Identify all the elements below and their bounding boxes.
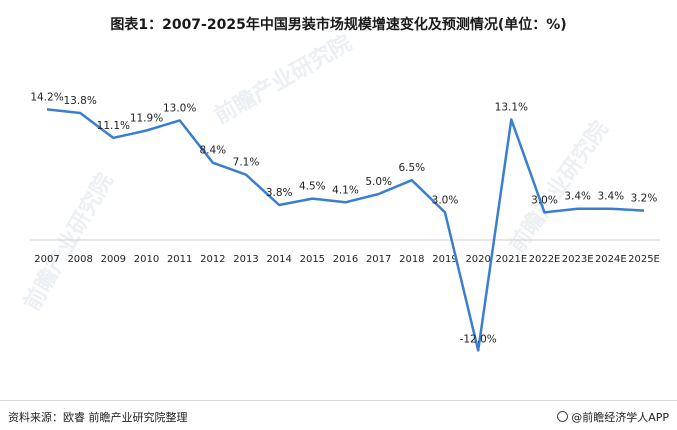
footer: 资料来源：欧睿 前瞻产业研究院整理 @前瞻经济学人APP — [0, 400, 677, 430]
x-tick-label: 2011 — [167, 254, 192, 265]
data-label: 3.4% — [597, 191, 624, 203]
series-line — [46, 108, 645, 352]
data-label: 13.8% — [63, 95, 96, 107]
data-label: 4.5% — [299, 181, 326, 193]
data-labels: 14.2% 13.8% 11.1%11.9%13.0% 8.4% 7.1% 3.8% 4.5… — [30, 91, 657, 345]
x-tick-label: 2009 — [101, 254, 126, 265]
x-tick-label: 2013 — [233, 254, 258, 265]
data-label: 13.1% — [495, 101, 528, 113]
x-tick-label: 2015 — [300, 254, 325, 265]
data-label: 5.0% — [365, 176, 392, 188]
x-tick-label: 2019 — [432, 254, 457, 265]
data-label: 3.0% — [432, 194, 459, 206]
chart-title: 图表1：2007-2025年中国男装市场规模增速变化及预测情况(单位：%) — [110, 17, 567, 33]
x-tick-label: 2010 — [134, 254, 159, 265]
data-label: 3.4% — [564, 191, 591, 203]
footer-divider — [0, 400, 677, 401]
x-tick-label: 2012 — [200, 254, 225, 265]
data-label: 13.0% — [163, 102, 196, 114]
data-label: 14.2% — [30, 91, 63, 103]
x-tick-label: 2017 — [366, 254, 391, 265]
x-tick-label: 2022E — [529, 254, 561, 265]
x-tick-label: 2008 — [67, 254, 92, 265]
line-chart: 2007 2008 2009 2010 2011 2012 2013 2014 2015 2016… — [30, 91, 660, 352]
data-label: 7.1% — [233, 157, 260, 169]
data-label: 3.8% — [266, 187, 293, 199]
data-label: 6.5% — [398, 162, 425, 174]
x-tick-label: 2025E — [628, 254, 660, 265]
data-label: 4.1% — [332, 184, 359, 196]
x-tick-label: 2014 — [266, 254, 291, 265]
x-tick-label: 2023E — [562, 254, 594, 265]
x-axis-tick-labels: 2007 2008 2009 2010 2011 2012 2013 2014 2015 2016… — [34, 254, 660, 265]
x-tick-label: 2021E — [495, 254, 527, 265]
x-tick-label: 2007 — [34, 254, 59, 265]
brand-text: @前瞻经济学人APP — [571, 411, 669, 424]
x-tick-label: 2016 — [333, 254, 358, 265]
data-label: 8.4% — [199, 145, 226, 157]
x-tick-label: 2020 — [465, 254, 490, 265]
source-note: 资料来源：欧睿 前瞻产业研究院整理 — [8, 411, 188, 424]
data-label: 3.2% — [631, 193, 658, 205]
x-tick-label: 2024E — [595, 254, 627, 265]
data-label: 3.0% — [531, 194, 558, 206]
data-label: 11.1% — [97, 120, 130, 132]
brand-logo-icon — [557, 411, 569, 422]
brand-credit: @前瞻经济学人APP — [557, 409, 669, 425]
data-label: 11.9% — [130, 113, 163, 125]
data-label: -12.0% — [460, 333, 497, 345]
x-tick-label: 2018 — [399, 254, 424, 265]
